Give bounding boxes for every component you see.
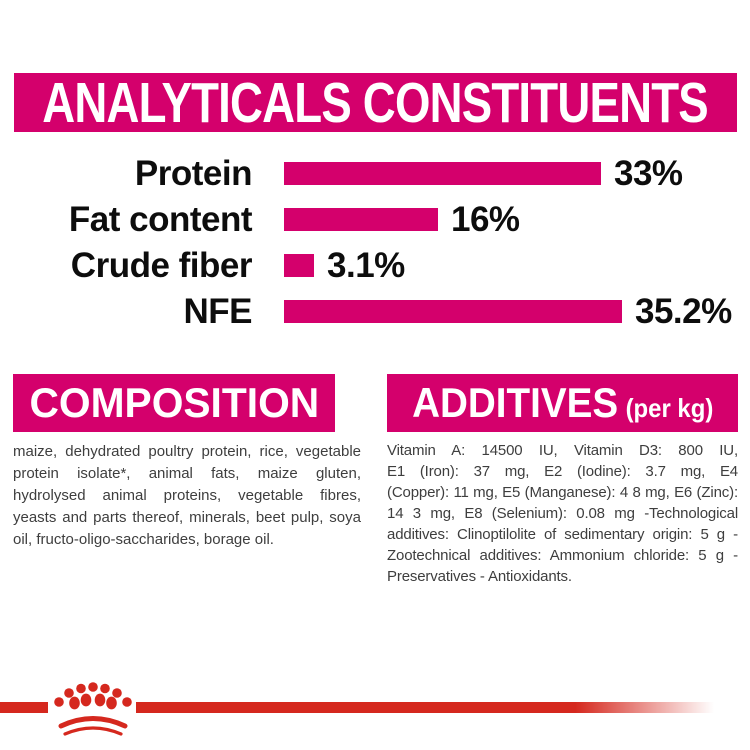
additives-text: Vitamin A: 14500 IU, Vitamin D3: 800 IU,… bbox=[387, 440, 738, 587]
composition-banner: COMPOSITION bbox=[13, 374, 335, 432]
footer-rule-right bbox=[136, 702, 714, 713]
chart-row: NFE 35.2% bbox=[0, 294, 750, 329]
chart-category-label: Crude fiber bbox=[70, 246, 253, 285]
chart-category-label: Protein bbox=[134, 154, 253, 193]
chart-value-label: 33% bbox=[614, 154, 683, 193]
composition-heading: COMPOSITION bbox=[29, 379, 319, 426]
additives-heading-wrap: ADDITIVES (per kg) bbox=[412, 379, 713, 427]
chart-value-label: 3.1% bbox=[327, 246, 405, 285]
chart-bar bbox=[284, 300, 622, 323]
chart-row: Crude fiber 3.1% bbox=[0, 248, 750, 283]
analytical-constituents-title: ANALYTICALS CONSTITUENTS bbox=[42, 70, 709, 135]
chart-value-label: 35.2% bbox=[635, 292, 732, 331]
text-line: Preservatives - Antioxidants. bbox=[387, 568, 572, 585]
text-line: E1 (Iron): 37 mg, E2 (Iodine): 3.7 mg, E… bbox=[387, 463, 738, 480]
chart-bar bbox=[284, 162, 601, 185]
royal-canin-crown-icon bbox=[54, 682, 132, 736]
additives-banner: ADDITIVES (per kg) bbox=[387, 374, 738, 432]
text-line: additives: Clinoptilolite of sedimentary… bbox=[387, 526, 738, 543]
footer-rule-left bbox=[0, 702, 48, 713]
chart-bar bbox=[284, 254, 314, 277]
composition-text: maize, dehydrated poultry protein, rice,… bbox=[13, 441, 361, 551]
text-line: Zootechnical additives: Ammonium chlorid… bbox=[387, 547, 738, 564]
chart-value-label: 16% bbox=[451, 200, 520, 239]
text-line: hydrolysed animal proteins, vegetable fi… bbox=[13, 487, 361, 504]
text-line: protein isolate*, animal fats, maize glu… bbox=[13, 465, 361, 482]
analytical-constituents-banner: ANALYTICALS CONSTITUENTS bbox=[14, 71, 737, 135]
chart-category-label: Fat content bbox=[68, 200, 253, 239]
text-line: maize, dehydrated poultry protein, rice,… bbox=[13, 443, 361, 460]
chart-row: Protein 33% bbox=[0, 156, 750, 191]
additives-heading: ADDITIVES bbox=[411, 379, 619, 426]
text-line: yeasts and parts thereof, minerals, beet… bbox=[13, 509, 361, 526]
chart-row: Fat content 16% bbox=[0, 202, 750, 237]
text-line: 14 3 mg, E8 (Selenium): 0.08 mg -Technol… bbox=[387, 505, 738, 522]
text-line: Vitamin A: 14500 IU, Vitamin D3: 800 IU, bbox=[387, 442, 738, 459]
chart-bar bbox=[284, 208, 438, 231]
text-line: (Copper): 11 mg, E5 (Manganese): 4 8 mg,… bbox=[387, 484, 738, 501]
text-line: oil, fructo-oligo-saccharides, borage oi… bbox=[13, 531, 274, 548]
additives-heading-suffix: (per kg) bbox=[625, 393, 714, 423]
analytical-constituents-chart: Protein 33% Fat content 16% Crude fiber 3.1% N… bbox=[0, 0, 750, 360]
chart-category-label: NFE bbox=[183, 292, 253, 331]
